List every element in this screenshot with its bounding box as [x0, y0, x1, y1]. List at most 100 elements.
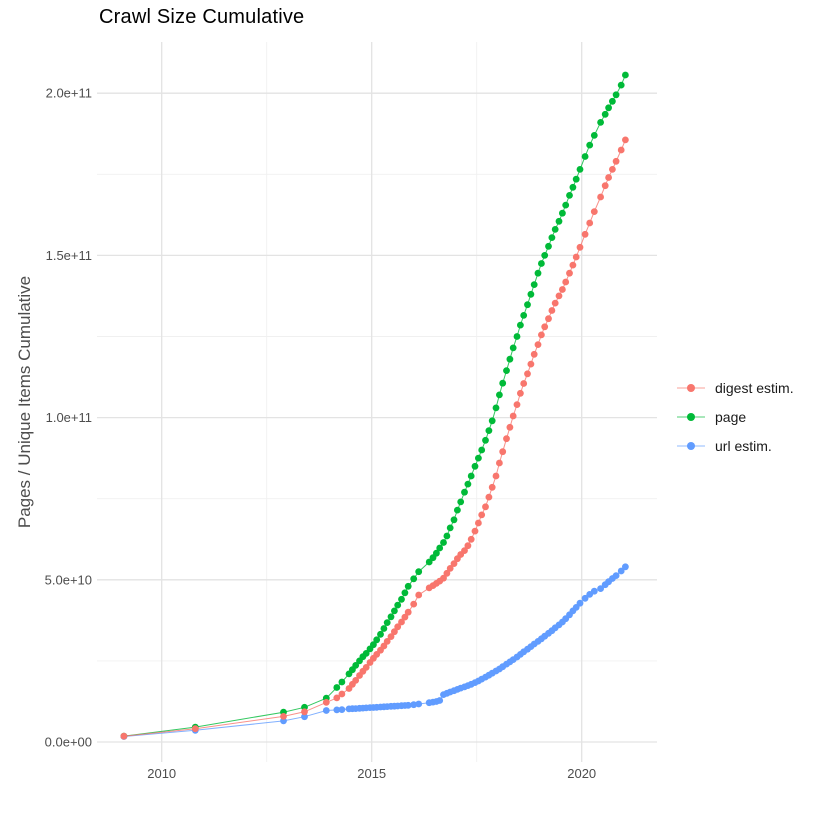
data-point — [338, 706, 346, 713]
data-point — [559, 209, 566, 217]
data-point — [457, 498, 465, 506]
data-point — [551, 299, 559, 307]
data-point — [404, 701, 412, 709]
data-point — [352, 662, 360, 669]
legend-item-url: url estim. — [676, 438, 794, 454]
data-point — [609, 97, 616, 105]
data-point — [555, 292, 563, 300]
data-point — [478, 511, 486, 519]
data-point — [559, 286, 566, 293]
data-point — [471, 527, 479, 535]
data-point — [503, 435, 510, 443]
data-point — [391, 607, 398, 615]
data-point — [485, 493, 493, 501]
data-point — [464, 480, 472, 488]
data-point — [586, 219, 594, 227]
chart-title: Crawl Size Cumulative — [99, 6, 305, 28]
data-point — [380, 625, 388, 632]
data-point — [191, 725, 199, 733]
data-point — [436, 544, 444, 552]
data-point — [362, 650, 370, 657]
data-point — [443, 532, 451, 540]
series-points-page — [120, 71, 629, 740]
data-point — [415, 591, 423, 599]
legend-item-digest: digest estim. — [676, 380, 794, 396]
data-point — [605, 104, 612, 112]
data-point — [404, 582, 412, 590]
data-point — [446, 565, 454, 572]
data-point — [617, 146, 625, 154]
data-point — [513, 333, 521, 340]
data-point — [545, 242, 552, 250]
data-point — [562, 201, 570, 209]
data-point — [394, 623, 402, 631]
data-point — [485, 427, 493, 434]
data-point — [555, 217, 563, 225]
data-point — [387, 613, 395, 621]
legend-marker-icon — [677, 384, 705, 392]
y-tick-label: 5.0e+10 — [45, 572, 92, 587]
data-point — [609, 166, 616, 173]
data-point — [576, 166, 584, 173]
data-point — [530, 350, 538, 358]
legend-marker-icon — [677, 413, 705, 421]
data-point — [404, 608, 412, 616]
legend-label-digest: digest estim. — [715, 380, 794, 396]
data-point — [401, 613, 409, 621]
data-point — [322, 699, 330, 706]
data-point — [475, 519, 482, 527]
data-point — [527, 290, 535, 298]
data-point — [517, 321, 524, 329]
data-point — [352, 677, 360, 684]
data-point — [492, 404, 500, 412]
data-point — [391, 628, 398, 636]
data-point — [471, 462, 479, 470]
data-point — [461, 547, 468, 554]
data-point — [387, 633, 395, 640]
data-point — [597, 193, 604, 201]
data-point — [612, 157, 620, 165]
data-point — [496, 459, 503, 467]
data-point — [475, 454, 482, 462]
data-point — [524, 370, 531, 378]
data-point — [333, 694, 341, 702]
grid-major — [97, 42, 657, 762]
data-point — [333, 706, 341, 714]
data-point — [612, 91, 620, 99]
data-point — [373, 636, 381, 644]
data-point — [617, 81, 625, 89]
data-point — [509, 412, 517, 420]
data-point — [597, 585, 604, 592]
y-tick-label: 1.0e+11 — [46, 410, 92, 425]
data-point — [590, 587, 598, 595]
data-point — [520, 312, 528, 319]
data-point — [436, 697, 444, 704]
data-point — [415, 700, 423, 708]
data-point — [377, 630, 384, 638]
legend-marker-icon — [677, 442, 705, 450]
data-point — [488, 417, 496, 425]
data-point — [534, 269, 542, 277]
data-point — [527, 360, 535, 368]
data-point — [586, 141, 594, 149]
data-point — [572, 253, 580, 261]
data-point — [398, 618, 405, 626]
series-points-url-estim- — [120, 563, 629, 740]
data-point — [622, 71, 629, 79]
data-point — [301, 713, 308, 721]
data-point — [612, 572, 620, 579]
legend-label-url: url estim. — [715, 438, 772, 454]
data-point — [538, 260, 545, 267]
legend: digest estim. page url estim. — [676, 380, 794, 454]
data-point — [590, 132, 598, 139]
data-point — [590, 208, 598, 216]
y-tick-label: 2.0e+11 — [46, 86, 92, 101]
data-point — [280, 713, 287, 720]
y-tick-label: 1.5e+11 — [46, 248, 92, 263]
data-point — [530, 281, 538, 288]
data-point — [524, 301, 531, 309]
data-point — [499, 448, 507, 456]
data-point — [545, 315, 552, 323]
x-tick-label: 2010 — [147, 766, 176, 781]
data-point — [509, 344, 517, 352]
